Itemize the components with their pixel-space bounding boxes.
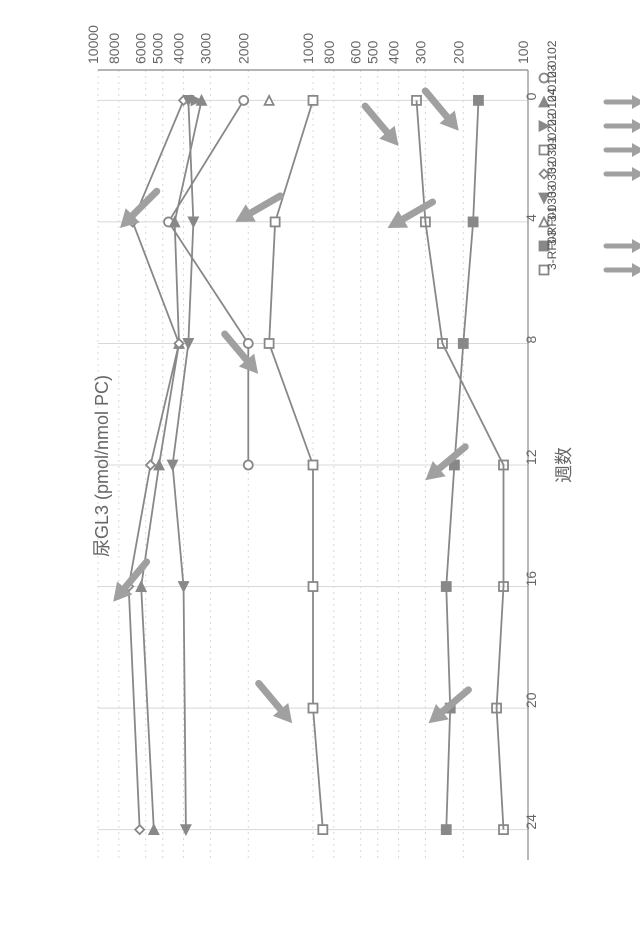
svg-text:10000: 10000	[85, 25, 101, 64]
chart-container: 1002003004005006008001000200030004000500…	[0, 0, 640, 932]
svg-text:16: 16	[523, 571, 539, 587]
svg-text:200: 200	[450, 40, 466, 64]
svg-text:12: 12	[523, 449, 539, 465]
svg-text:500: 500	[365, 40, 381, 64]
svg-text:8000: 8000	[106, 33, 122, 64]
svg-text:800: 800	[321, 40, 337, 64]
svg-text:4: 4	[523, 214, 539, 222]
svg-text:3-RF03: 3-RF03	[545, 230, 559, 270]
svg-text:8: 8	[523, 335, 539, 343]
svg-text:6000: 6000	[133, 33, 149, 64]
svg-text:2000: 2000	[235, 33, 251, 64]
svg-text:400: 400	[386, 40, 402, 64]
svg-text:20: 20	[523, 692, 539, 708]
svg-text:100: 100	[515, 40, 531, 64]
svg-text:600: 600	[348, 40, 364, 64]
svg-text:3000: 3000	[197, 33, 213, 64]
y-axis-label: 尿GL3 (pmol/nmol PC)	[88, 375, 114, 557]
svg-text:300: 300	[412, 40, 428, 64]
svg-text:24: 24	[523, 814, 539, 830]
svg-text:週数: 週数	[554, 447, 574, 483]
svg-text:5000: 5000	[150, 33, 166, 64]
svg-text:1000: 1000	[300, 33, 316, 64]
svg-text:0: 0	[523, 92, 539, 100]
svg-text:4000: 4000	[171, 33, 187, 64]
